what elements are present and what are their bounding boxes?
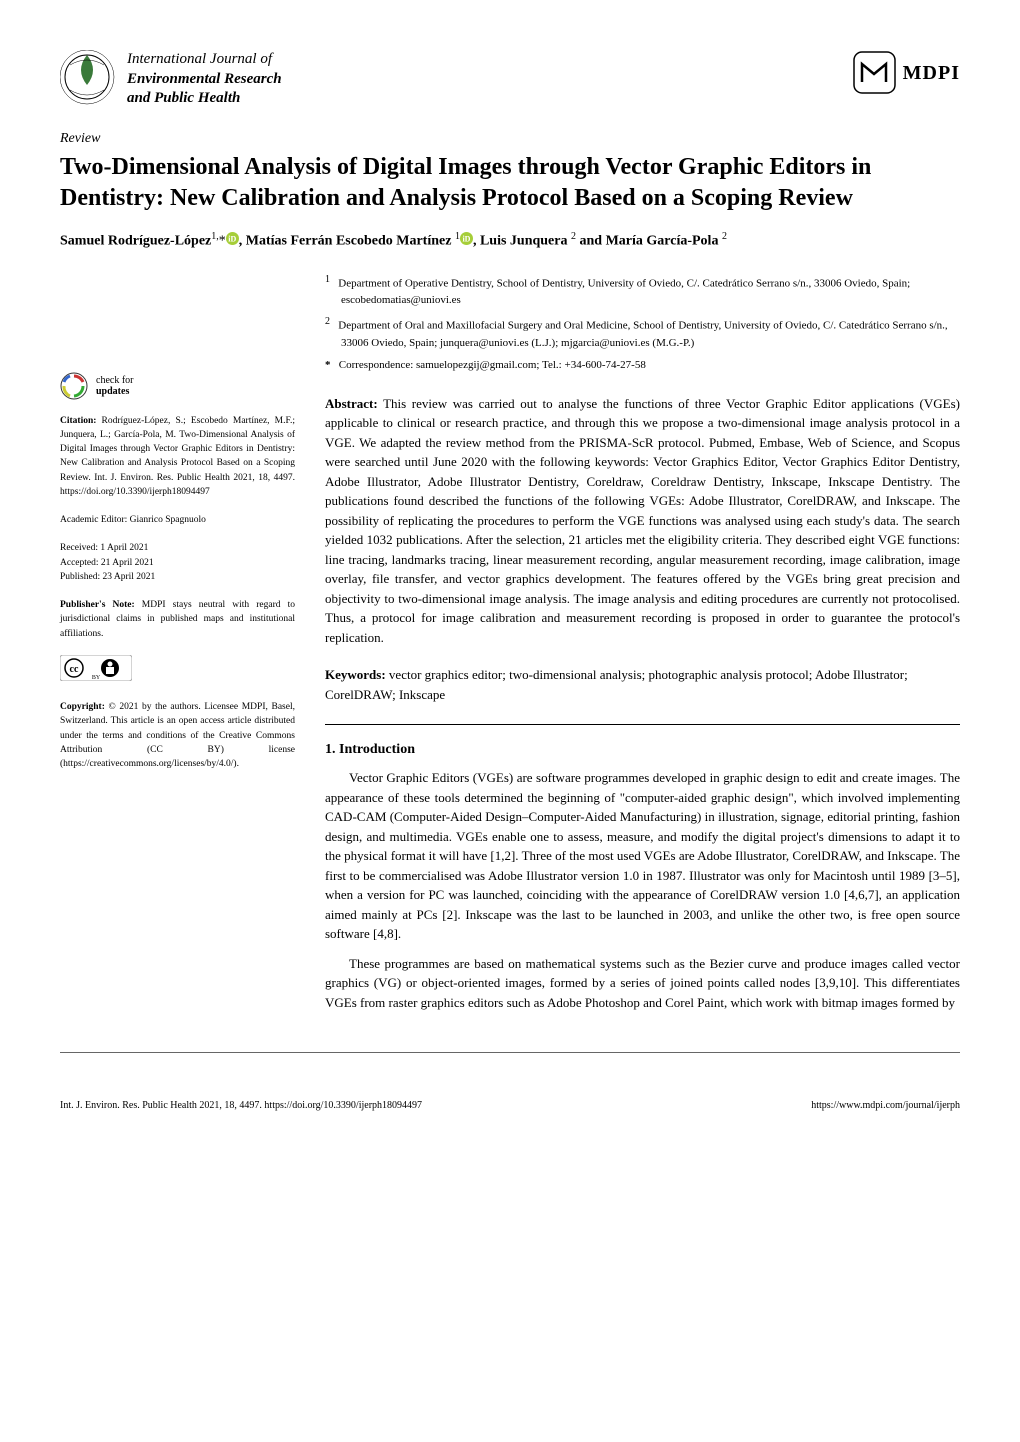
editor-label: Academic Editor: — [60, 515, 130, 525]
cc-by-badge-icon: cc BY — [60, 655, 132, 681]
footer-citation: Int. J. Environ. Res. Public Health 2021… — [60, 1099, 422, 1113]
copyright-text: © 2021 by the authors. Licensee MDPI, Ba… — [60, 702, 295, 769]
orcid-icon[interactable] — [226, 232, 239, 245]
correspondence-text: Correspondence: samuelopezgij@gmail.com;… — [339, 359, 646, 371]
check-for-updates[interactable]: check for updates — [60, 372, 295, 400]
abstract-text: This review was carried out to analyse t… — [325, 396, 960, 645]
intro-paragraph-2: These programmes are based on mathematic… — [325, 954, 960, 1013]
journal-name-line3: and Public Health — [127, 89, 282, 109]
date-accepted: Accepted: 21 April 2021 — [60, 556, 295, 570]
journal-name: International Journal of Environmental R… — [127, 50, 282, 109]
author-4: and María García-Pola — [576, 234, 718, 249]
keywords-block: Keywords: vector graphics editor; two-di… — [325, 665, 960, 704]
mdpi-branding: MDPI — [852, 50, 960, 95]
article-title: Two-Dimensional Analysis of Digital Imag… — [60, 152, 960, 214]
affiliations-block: 1 Department of Operative Dentistry, Sch… — [325, 272, 960, 374]
date-published: Published: 23 April 2021 — [60, 570, 295, 584]
dates-block: Received: 1 April 2021 Accepted: 21 Apri… — [60, 541, 295, 584]
mdpi-logo-icon — [852, 50, 897, 95]
citation-text: Rodríguez-López, S.; Escobedo Martínez, … — [60, 416, 295, 497]
authors-line: Samuel Rodríguez-López1,* , Matías Ferrán… — [60, 230, 960, 251]
copyright-block: Copyright: © 2021 by the authors. Licens… — [60, 700, 295, 771]
footer-divider — [60, 1052, 960, 1053]
footer-journal-url[interactable]: https://www.mdpi.com/journal/ijerph — [811, 1099, 960, 1113]
pub-note-label: Publisher's Note: — [60, 600, 135, 610]
publisher-note: Publisher's Note: MDPI stays neutral wit… — [60, 598, 295, 641]
orcid-icon[interactable] — [460, 232, 473, 245]
sidebar-column: check for updates Citation: Rodríguez-Ló… — [60, 272, 295, 1022]
affiliation-1-text: Department of Operative Dentistry, Schoo… — [338, 277, 910, 306]
author-1-sup: 1, — [211, 231, 219, 242]
svg-text:BY: BY — [92, 675, 101, 681]
svg-text:cc: cc — [70, 664, 79, 675]
intro-paragraph-1: Vector Graphic Editors (VGEs) are softwa… — [325, 768, 960, 944]
affiliation-1: 1 Department of Operative Dentistry, Sch… — [325, 272, 960, 309]
check-updates-label: check for updates — [96, 375, 133, 397]
author-3: , Luis Junquera — [473, 234, 568, 249]
citation-block: Citation: Rodríguez-López, S.; Escobedo … — [60, 414, 295, 500]
author-1-asterisk: * — [219, 234, 226, 249]
editor-block: Academic Editor: Gianrico Spagnuolo — [60, 513, 295, 527]
date-received: Received: 1 April 2021 — [60, 541, 295, 555]
check-updates-icon — [60, 372, 88, 400]
author-4-sup: 2 — [722, 231, 727, 242]
citation-label: Citation: — [60, 416, 96, 426]
abstract-label: Abstract: — [325, 396, 378, 411]
copyright-label: Copyright: — [60, 702, 105, 712]
section-1-heading: 1. Introduction — [325, 739, 960, 760]
author-2: , Matías Ferrán Escobedo Martínez — [239, 234, 452, 249]
article-type: Review — [60, 129, 960, 149]
check-line2: updates — [96, 386, 129, 397]
journal-branding: International Journal of Environmental R… — [60, 50, 282, 109]
check-line1: check for — [96, 375, 133, 386]
correspondence: * Correspondence: samuelopezgij@gmail.co… — [325, 357, 960, 374]
main-content-column: 1 Department of Operative Dentistry, Sch… — [325, 272, 960, 1022]
editor-name: Gianrico Spagnuolo — [130, 515, 206, 525]
article-header: Review Two-Dimensional Analysis of Digit… — [60, 129, 960, 252]
journal-logo-icon — [60, 50, 115, 105]
section-divider — [325, 724, 960, 725]
author-1: Samuel Rodríguez-López — [60, 234, 211, 249]
mdpi-text: MDPI — [903, 59, 960, 87]
affiliation-2: 2 Department of Oral and Maxillofacial S… — [325, 314, 960, 351]
affiliation-2-text: Department of Oral and Maxillofacial Sur… — [338, 320, 947, 349]
abstract-block: Abstract: This review was carried out to… — [325, 394, 960, 648]
page-footer: Int. J. Environ. Res. Public Health 2021… — [60, 1093, 960, 1113]
journal-name-line2: Environmental Research — [127, 70, 282, 90]
keywords-label: Keywords: — [325, 667, 386, 682]
journal-name-line1: International Journal of — [127, 50, 282, 70]
cc-license-block: cc BY — [60, 655, 295, 686]
page-header: International Journal of Environmental R… — [60, 50, 960, 109]
keywords-text: vector graphics editor; two-dimensional … — [325, 667, 908, 702]
main-two-column-layout: check for updates Citation: Rodríguez-Ló… — [60, 272, 960, 1022]
